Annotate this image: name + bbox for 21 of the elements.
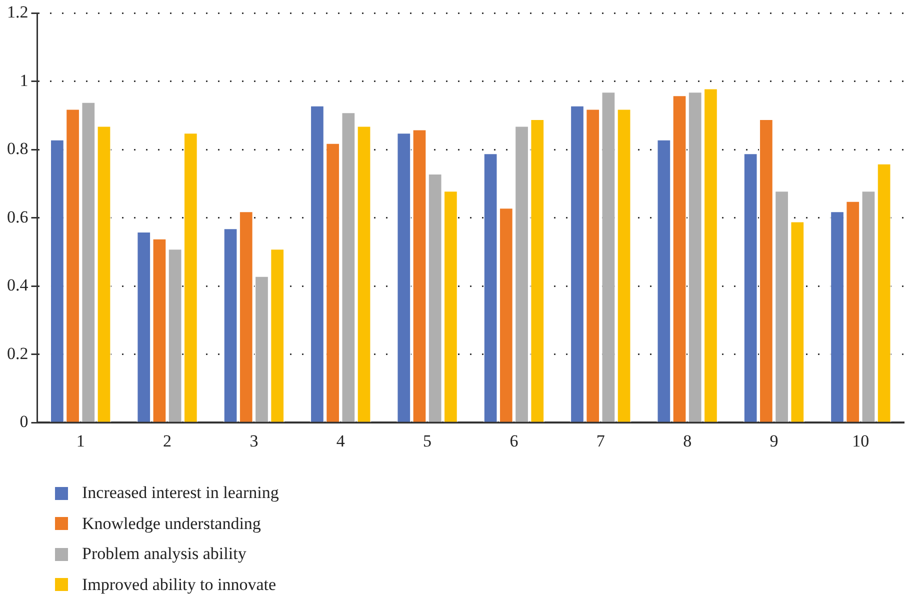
x-tick-label: 1 <box>76 431 85 450</box>
y-tick-label: 0.2 <box>7 344 28 363</box>
y-tick-label: 1.2 <box>7 2 28 22</box>
y-tick-label: 0.8 <box>7 139 28 158</box>
x-tick-label: 2 <box>163 431 172 450</box>
y-tick-label: 0 <box>20 412 28 432</box>
x-tick-label: 9 <box>770 431 778 450</box>
y-tick-label: 0.4 <box>7 276 29 295</box>
x-tick-label: 4 <box>336 431 346 450</box>
x-tick-label: 8 <box>683 431 692 450</box>
y-tick-label: 0.6 <box>7 207 28 226</box>
y-tick-label: 1 <box>20 70 28 90</box>
legend-label: Problem analysis ability <box>82 544 246 564</box>
x-tick-label: 3 <box>250 431 258 450</box>
x-tick-label: 6 <box>510 431 518 450</box>
legend-label: Improved ability to innovate <box>82 574 276 595</box>
x-tick-label: 5 <box>423 431 432 450</box>
legend-label: Increased interest in learning <box>82 483 279 504</box>
x-tick-label: 7 <box>596 431 606 450</box>
legend-label: Knowledge understanding <box>82 514 261 534</box>
x-tick-label: 10 <box>852 431 870 450</box>
